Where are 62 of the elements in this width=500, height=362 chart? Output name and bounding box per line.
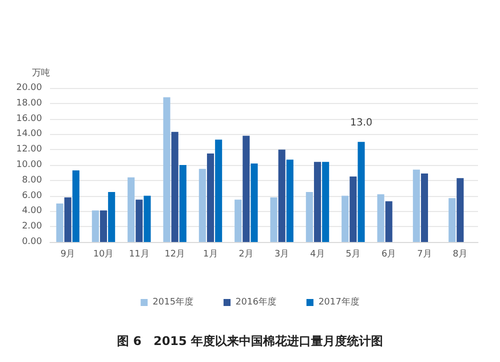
bar <box>92 210 99 242</box>
x-tick-label: 7月 <box>417 250 432 260</box>
bar <box>448 198 456 242</box>
bar <box>72 170 80 242</box>
y-tick-label: 6.00 <box>22 190 42 201</box>
x-tick-label: 8月 <box>452 250 468 260</box>
x-tick-label: 6月 <box>381 250 396 260</box>
bar <box>56 204 64 242</box>
bar <box>420 173 428 242</box>
x-tick-label: 10月 <box>93 250 114 260</box>
bar <box>412 170 420 242</box>
bar <box>234 200 242 242</box>
bar <box>456 178 464 242</box>
bar <box>306 192 313 242</box>
x-tick-label: 2月 <box>238 250 254 260</box>
bar <box>206 153 214 242</box>
x-tick-label: 12月 <box>164 250 186 260</box>
data-label: 13.0 <box>350 117 372 128</box>
bar <box>358 142 365 242</box>
bar <box>270 197 278 242</box>
bar <box>286 160 294 242</box>
bar <box>385 201 392 242</box>
legend-label: 2016年度 <box>236 296 276 308</box>
x-tick-label: 5月 <box>346 250 361 260</box>
bar <box>108 192 116 242</box>
text: 图 6 2015 年度以来中国棉花进口量月度统计图 <box>116 334 384 348</box>
bar <box>171 132 178 242</box>
bar <box>100 210 108 242</box>
bar <box>215 140 222 242</box>
y-tick-label: 20.00 <box>16 83 42 93</box>
bar <box>250 163 258 242</box>
y-tick-label: 2.00 <box>22 222 42 232</box>
y-tick-label: 0.00 <box>22 237 42 247</box>
bar <box>136 200 143 242</box>
bar <box>342 196 349 242</box>
bar <box>322 162 330 242</box>
bar <box>64 197 72 242</box>
bar <box>350 176 357 242</box>
x-tick-label: 1月 <box>203 250 218 260</box>
bar <box>242 136 250 242</box>
legend-label: 2015年度 <box>152 296 194 308</box>
bar <box>278 150 286 242</box>
x-tick-label: 11月 <box>128 250 150 260</box>
x-tick-label: 4月 <box>310 250 325 260</box>
bar <box>314 162 322 242</box>
y-tick-label: 16.00 <box>16 114 42 124</box>
x-tick-label: 9月 <box>60 250 76 260</box>
bar <box>198 168 206 242</box>
x-tick-label: 3月 <box>274 250 290 260</box>
bar <box>163 97 170 242</box>
y-tick-label: 4.00 <box>22 206 42 216</box>
y-tick-label: 10.00 <box>16 160 42 170</box>
y-tick-label: 12.00 <box>16 144 42 155</box>
bar <box>179 165 186 242</box>
y-tick-label: 18.00 <box>16 98 42 108</box>
bar <box>377 194 384 242</box>
bar <box>144 196 151 242</box>
y-axis-title: 万吨 <box>32 68 50 78</box>
y-tick-label: 8.00 <box>22 175 42 186</box>
bar <box>128 177 135 242</box>
y-tick-label: 14.00 <box>16 129 42 140</box>
legend-label: 2017年度 <box>318 296 360 308</box>
